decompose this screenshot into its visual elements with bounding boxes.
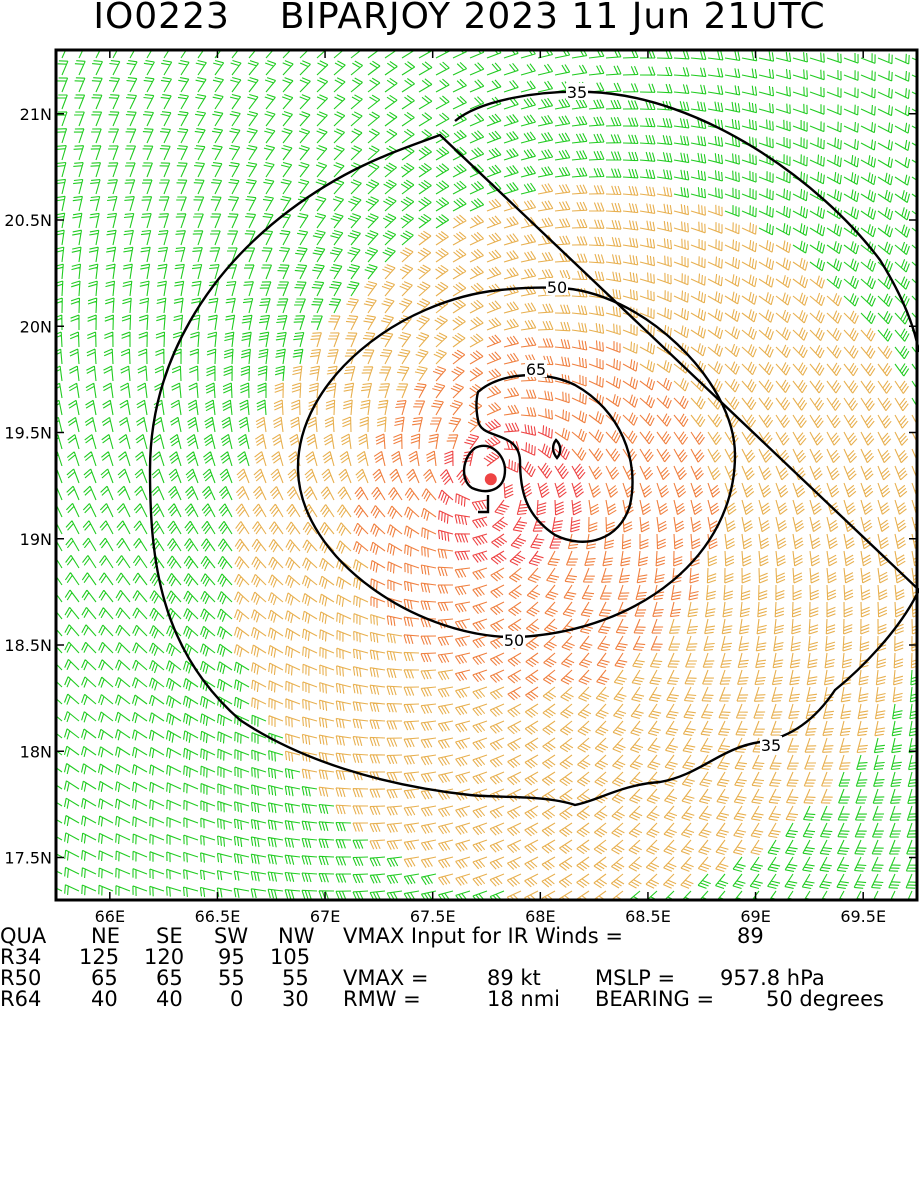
y-tick-label: 20N [20,317,52,336]
x-tick-label: 66.5E [195,907,241,925]
contour-label: 65 [526,360,546,379]
vmax-input-value: 89 [737,926,764,947]
r50-sw: 55 [218,968,245,989]
rmw-value: 18 nmi [487,989,560,1010]
x-tick-label: 68E [525,907,555,925]
r34-nw: 105 [270,947,310,968]
rmw-label: RMW = [343,989,421,1010]
vmax-value: 89 kt [487,968,541,989]
info-row-qua: QUA NE SE SW NW VMAX Input for IR Winds … [0,926,919,947]
r50-nw: 55 [282,968,309,989]
info-row-r34: R34 125 120 95 105 [0,947,919,968]
contour-label: 35 [761,736,781,755]
y-tick-label: 18.5N [4,636,52,655]
x-tick-label: 67.5E [410,907,456,925]
y-tick-label: 21N [20,105,52,124]
contour-label: 35 [567,83,587,102]
wind-barbs-very-strong [439,419,586,565]
info-row-r50: R50 65 65 55 55 VMAX = 89 kt MSLP = 957.… [0,968,919,989]
wind-map: 35 50 65 50 35 66E 66.5E 67E 67.5E 68E 68.5E 69E 69… [0,0,919,925]
x-tick-label: 69E [740,907,770,925]
contour-eye [464,446,505,512]
r50-se: 65 [156,968,183,989]
y-tick-label: 17.5N [4,849,52,868]
r34-label: R34 [0,947,41,968]
r64-nw: 30 [282,989,309,1010]
mslp-label: MSLP = [595,968,675,989]
y-tick-label: 19N [20,530,52,549]
r64-label: R64 [0,989,41,1010]
qua-nw: NW [278,926,314,947]
vmax-label: VMAX = [343,968,429,989]
r64-se: 40 [156,989,183,1010]
contour-inner-max [553,440,560,458]
r50-label: R50 [0,968,41,989]
x-tick-label: 66E [95,907,125,925]
x-tick-label: 69.5E [840,907,886,925]
bearing-value: 50 degrees [766,989,884,1010]
r34-sw: 95 [218,947,245,968]
qua-sw: SW [214,926,248,947]
y-tick-label: 18N [20,742,52,761]
y-tick-label: 19.5N [4,424,52,443]
qua-ne: NE [91,926,120,947]
contour-label: 50 [547,278,567,297]
r64-sw: 0 [230,989,243,1010]
x-tick-label: 68.5E [625,907,671,925]
mslp-value: 957.8 hPa [720,968,825,989]
r34-ne: 125 [79,947,119,968]
info-row-r64: R64 40 40 0 30 RMW = 18 nmi BEARING = 50… [0,989,919,1010]
y-tick-label: 20.5N [4,211,52,230]
r50-ne: 65 [91,968,118,989]
vmax-input-label: VMAX Input for IR Winds = [343,926,623,947]
bearing-label: BEARING = [595,989,714,1010]
r64-ne: 40 [91,989,118,1010]
qua-label: QUA [0,926,46,947]
storm-center-marker [485,473,497,485]
qua-se: SE [156,926,183,947]
contour-label: 50 [504,631,524,650]
x-tick-label: 67E [310,907,340,925]
r34-se: 120 [144,947,184,968]
